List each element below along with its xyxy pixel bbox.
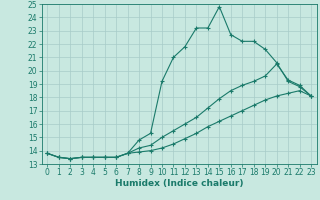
X-axis label: Humidex (Indice chaleur): Humidex (Indice chaleur) (115, 179, 244, 188)
